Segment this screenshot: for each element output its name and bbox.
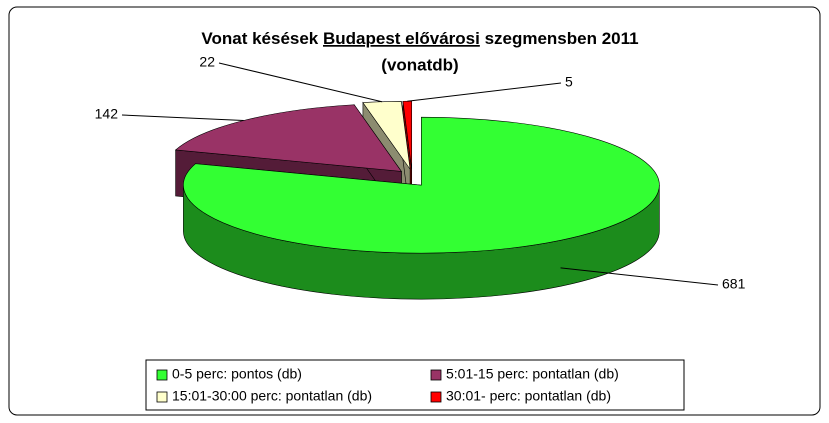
legend-swatch [430,369,442,381]
slice-top [183,116,660,254]
legend-label: 30:01- perc: pontatlan (db) [446,388,611,404]
legend-swatch [430,391,442,403]
data-label: 142 [95,106,119,122]
slice-top [362,101,411,170]
pie-slice [183,116,660,300]
legend-label: 15:01-30:00 perc: pontatlan (db) [172,388,372,404]
legend-swatch [156,369,168,381]
title-part: Budapest elővárosi [323,29,480,48]
chart-title: (vonatdb) [381,55,458,74]
legend-label: 5:01-15 perc: pontatlan (db) [446,366,619,382]
slice-top [174,104,403,172]
title-part: Vonat késések [201,29,318,48]
data-label: 5 [565,74,573,90]
title-part: szegmensben 2011 [485,29,639,48]
legend-swatch [156,391,168,403]
slice-top [402,100,413,170]
leader-line [560,267,719,286]
data-label: 22 [199,54,215,70]
leader-line [218,62,383,103]
legend-box [145,359,685,411]
leader-line [121,114,244,121]
data-label: 681 [722,276,746,292]
leader-line [407,82,562,102]
chart-title: Vonat késések Budapest elővárosi szegmen… [201,29,638,48]
legend-label: 0-5 perc: pontos (db) [172,366,302,382]
pie [174,100,660,300]
